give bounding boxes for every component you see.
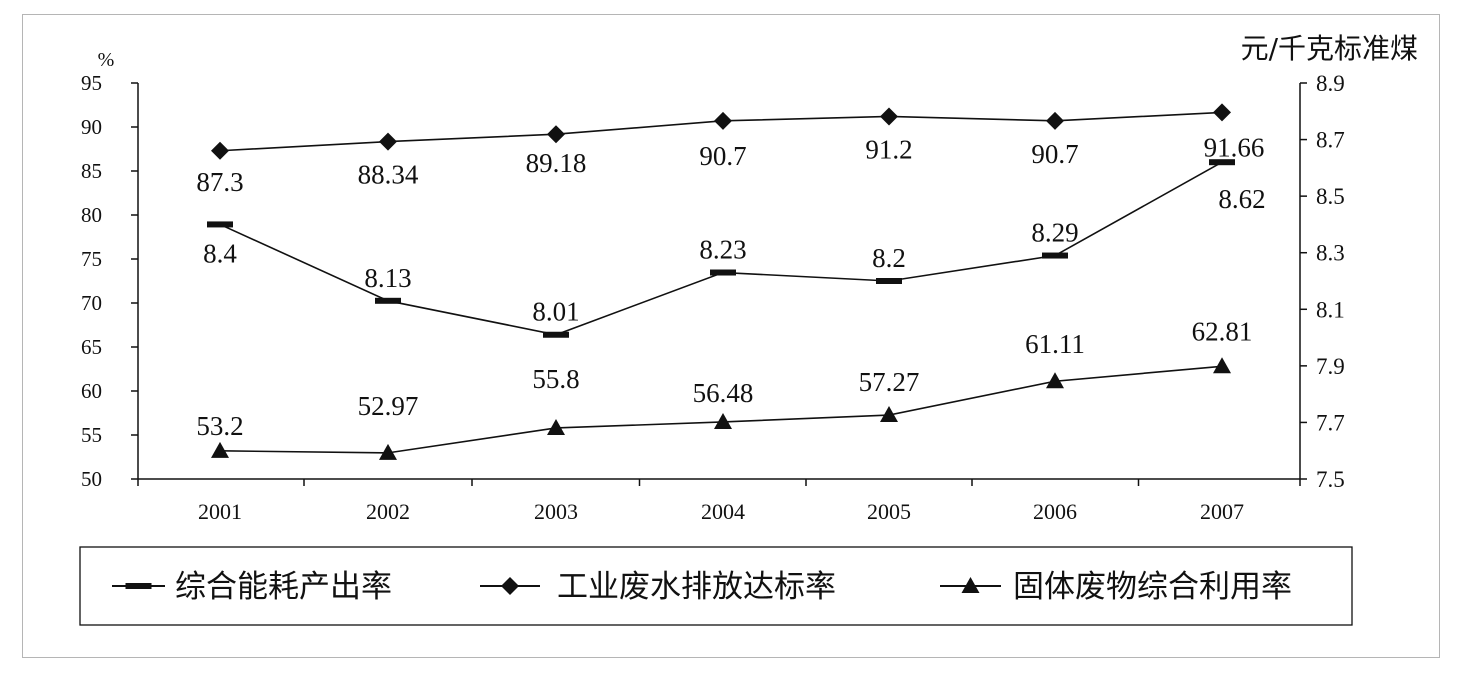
right-axis-tick-label: 7.7	[1316, 410, 1345, 435]
data-label: 57.27	[859, 367, 920, 397]
data-point-s1-7	[1209, 159, 1235, 166]
data-label: 88.34	[358, 160, 419, 190]
legend-label: 固体废物综合利用率	[1013, 569, 1292, 605]
data-label: 8.01	[532, 297, 579, 327]
left-axis-unit: %	[98, 49, 115, 71]
legend-label: 工业废水排放达标率	[557, 569, 836, 605]
data-label: 91.2	[865, 134, 912, 164]
left-axis-tick-label: 50	[81, 467, 102, 491]
x-axis-tick-label: 2003	[534, 499, 578, 524]
right-axis-tick-label: 8.3	[1316, 241, 1345, 266]
data-point-s2-1	[211, 141, 229, 160]
data-label: 61.11	[1025, 329, 1085, 359]
data-label: 52.97	[358, 391, 419, 421]
data-point-s3-2	[379, 443, 397, 460]
left-axis-tick-label: 70	[81, 291, 102, 315]
data-label: 8.13	[364, 263, 411, 293]
legend-box	[79, 546, 1353, 626]
data-point-s3-5	[880, 406, 898, 423]
data-point-s2-6	[1046, 111, 1064, 130]
data-point-s2-4	[714, 111, 732, 130]
data-point-s2-3	[547, 125, 565, 144]
left-axis-tick-label: 80	[81, 203, 102, 227]
right-axis-tick-label: 8.1	[1316, 297, 1345, 322]
legend-marker	[961, 577, 980, 593]
data-point-s3-3	[547, 418, 565, 435]
left-axis-tick-label: 75	[81, 247, 102, 271]
data-point-s3-4	[714, 412, 732, 429]
data-point-s1-2	[375, 297, 401, 304]
right-axis-tick-label: 7.9	[1316, 354, 1345, 379]
data-label: 87.3	[196, 167, 243, 197]
x-axis-tick-label: 2007	[1200, 499, 1244, 524]
data-point-s3-1	[211, 441, 229, 458]
data-point-s3-7	[1213, 357, 1231, 374]
x-axis-tick-label: 2001	[198, 499, 242, 524]
x-axis-tick-label: 2004	[701, 499, 745, 524]
x-axis-tick-label: 2006	[1033, 499, 1077, 524]
data-point-s2-2	[379, 132, 397, 151]
data-label: 8.62	[1218, 184, 1265, 214]
data-point-s1-6	[1042, 252, 1068, 259]
right-axis-tick-label: 7.5	[1316, 467, 1345, 492]
legend-marker	[125, 583, 152, 589]
data-point-s2-5	[880, 107, 898, 126]
data-label: 56.48	[693, 378, 754, 408]
left-axis-tick-label: 95	[81, 71, 102, 95]
x-axis-tick-label: 2005	[867, 499, 911, 524]
data-label: 89.18	[526, 148, 587, 178]
data-point-s1-3	[543, 331, 569, 338]
right-axis-tick-label: 8.5	[1316, 184, 1345, 209]
left-axis-tick-label: 55	[81, 423, 102, 447]
left-axis-tick-label: 85	[81, 159, 102, 183]
data-label: 90.7	[1031, 139, 1078, 169]
data-label: 55.8	[532, 364, 579, 394]
data-label: 91.66	[1204, 132, 1265, 162]
data-point-s2-7	[1213, 103, 1231, 122]
data-label: 53.2	[196, 411, 243, 441]
legend-label: 综合能耗产出率	[175, 569, 392, 605]
data-label: 8.23	[699, 235, 746, 265]
data-label: 62.81	[1192, 316, 1253, 346]
data-point-s1-5	[876, 278, 902, 284]
left-axis-tick-label: 65	[81, 335, 102, 359]
legend-marker	[501, 577, 519, 595]
right-axis-unit: 元/千克标准煤	[1241, 32, 1418, 65]
right-axis-tick-label: 8.7	[1316, 128, 1345, 153]
data-label: 8.29	[1031, 218, 1078, 248]
left-axis-tick-label: 90	[81, 115, 102, 139]
data-point-s1-4	[710, 269, 736, 276]
data-label: 90.7	[699, 141, 746, 171]
data-label: 8.4	[203, 238, 237, 268]
data-point-s3-6	[1046, 372, 1064, 389]
data-label: 8.2	[872, 243, 906, 273]
right-axis-tick-label: 8.9	[1316, 71, 1345, 96]
x-axis-tick-label: 2002	[366, 499, 410, 524]
left-axis-tick-label: 60	[81, 379, 102, 403]
data-point-s1-1	[207, 221, 233, 228]
